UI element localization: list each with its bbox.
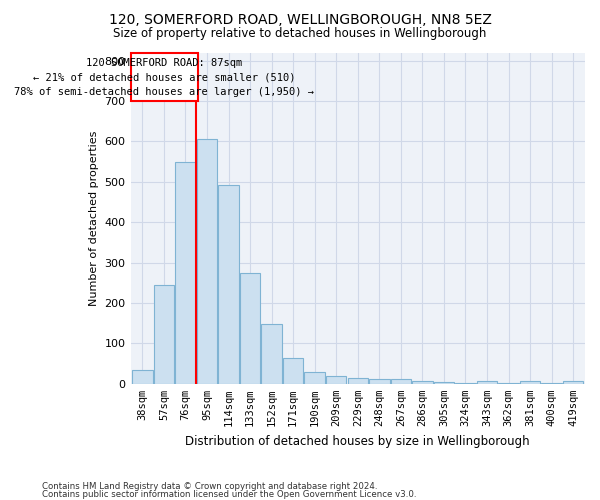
Bar (541, 382, 562, 384)
Bar (240, 272, 260, 384)
Bar (132, 370, 152, 384)
Y-axis label: Number of detached properties: Number of detached properties (89, 130, 99, 306)
Bar (391, 378, 411, 384)
Text: 120 SOMERFORD ROAD: 87sqm: 120 SOMERFORD ROAD: 87sqm (86, 58, 242, 68)
Text: 120, SOMERFORD ROAD, WELLINGBOROUGH, NN8 5EZ: 120, SOMERFORD ROAD, WELLINGBOROUGH, NN8… (109, 12, 491, 26)
Bar (412, 380, 433, 384)
Text: Contains public sector information licensed under the Open Government Licence v3: Contains public sector information licen… (42, 490, 416, 499)
Text: 78% of semi-detached houses are larger (1,950) →: 78% of semi-detached houses are larger (… (14, 88, 314, 98)
Text: Contains HM Land Registry data © Crown copyright and database right 2024.: Contains HM Land Registry data © Crown c… (42, 482, 377, 491)
Bar (563, 380, 583, 384)
FancyBboxPatch shape (131, 52, 198, 101)
Bar (477, 380, 497, 384)
Bar (304, 372, 325, 384)
Bar (369, 378, 389, 384)
Bar (347, 378, 368, 384)
Bar (434, 382, 454, 384)
Bar (455, 383, 476, 384)
Bar (175, 162, 196, 384)
Bar (326, 376, 346, 384)
Bar (197, 140, 217, 384)
Bar (218, 184, 239, 384)
Bar (262, 324, 282, 384)
Bar (154, 285, 174, 384)
Text: ← 21% of detached houses are smaller (510): ← 21% of detached houses are smaller (51… (33, 72, 295, 83)
X-axis label: Distribution of detached houses by size in Wellingborough: Distribution of detached houses by size … (185, 434, 530, 448)
Text: Size of property relative to detached houses in Wellingborough: Size of property relative to detached ho… (113, 28, 487, 40)
Bar (283, 358, 304, 384)
Bar (499, 382, 519, 384)
Bar (520, 380, 541, 384)
